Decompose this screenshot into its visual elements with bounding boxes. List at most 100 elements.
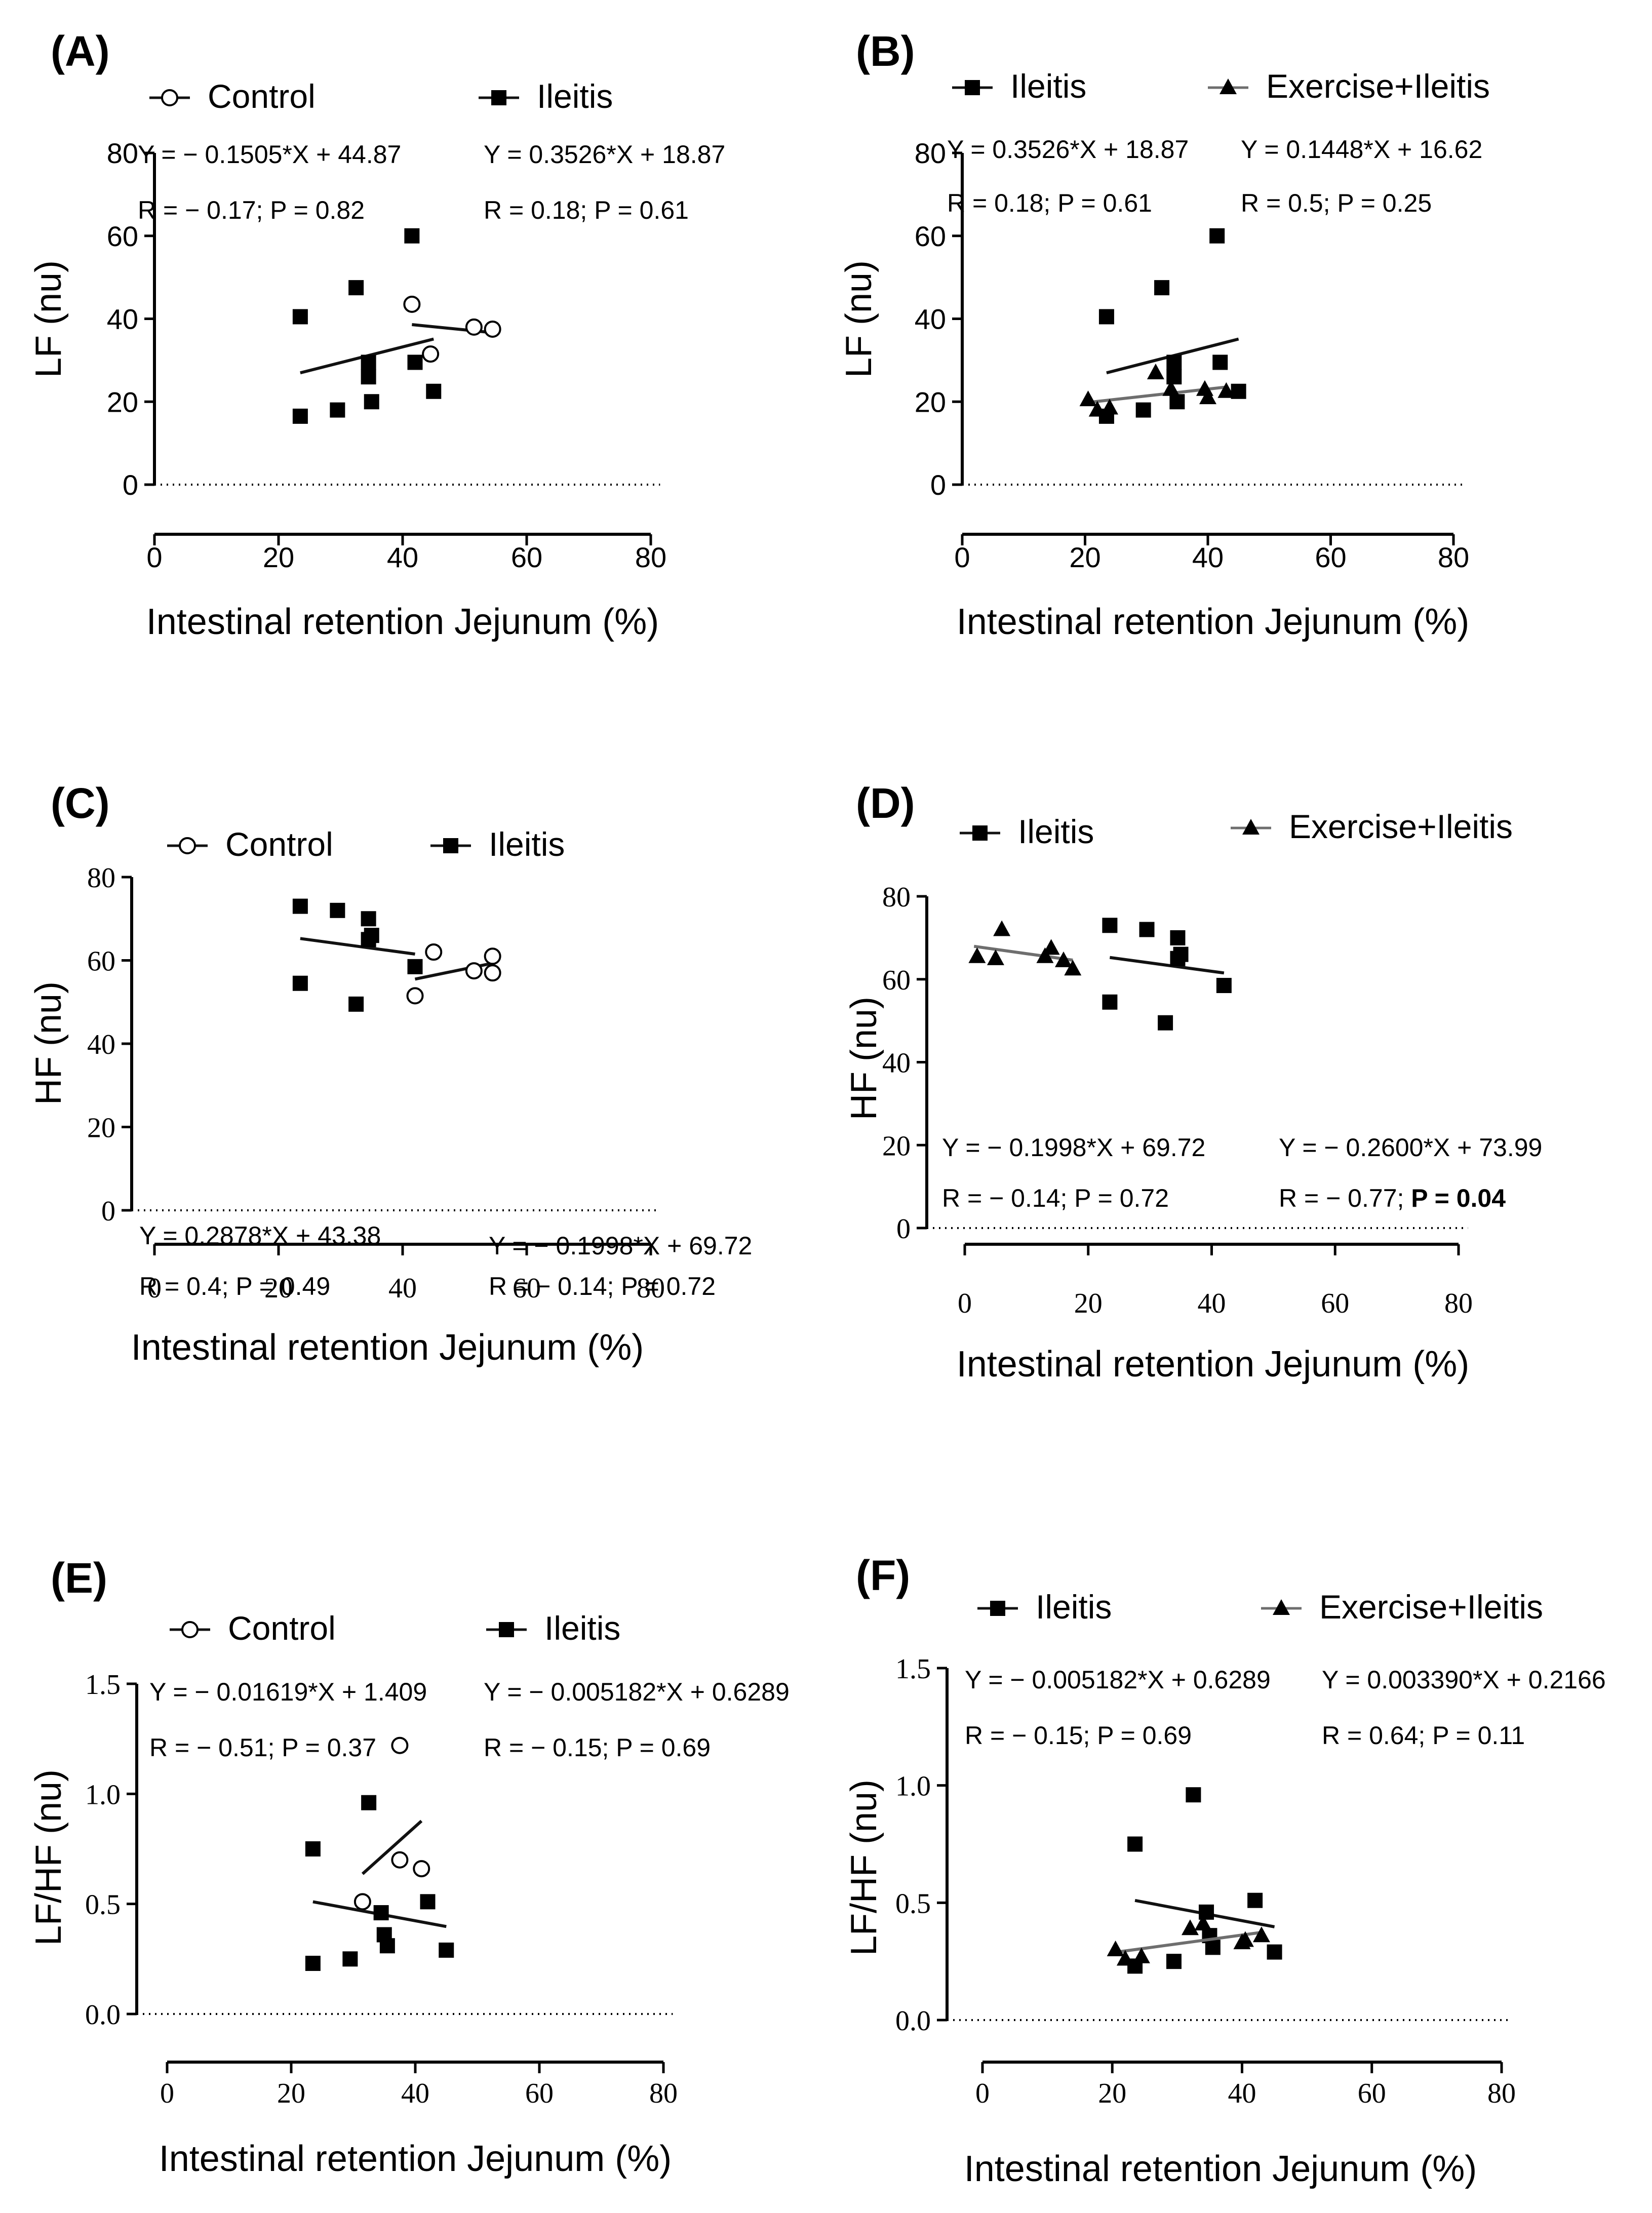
legend-label: Control [225,825,333,863]
legend-marker-square [972,825,988,841]
stats-significant-p: P = 0.04 [1411,1184,1506,1212]
x-axis-title: Intestinal retention Jejunum (%) [964,2149,1477,2189]
legend-entry: Ileitis [486,1609,620,1647]
data-point-open-circle [465,962,483,980]
regression-stats: R = 0.64; P = 0.11 [1322,1721,1525,1750]
legend-label: Ileitis [1036,1588,1112,1626]
regression-stats: R = − 0.14; P = 0.72 [489,1272,716,1300]
x-tick-label: 0 [958,1288,972,1319]
data-point-open-circle [391,1851,409,1869]
fit-line [973,944,1073,962]
x-tick-label: 60 [525,2078,554,2109]
data-point-square [348,996,364,1012]
data-point-square [361,354,376,370]
y-tick-label: 20 [882,1130,911,1162]
fit-line [361,1820,423,1875]
regression-equation: Y = 0.2878*X + 43.38 [139,1221,381,1250]
y-tick-label: 0 [896,1213,911,1245]
y-tick-label: 20 [87,1113,115,1144]
legend-marker-triangle [1220,78,1237,94]
data-point-square [1166,369,1182,385]
data-point-square [1205,1940,1221,1955]
panel-f: (F) 0.0 0.5 1.0 1.5 0 20 40 60 80 Intestinal reten… [844,1552,1606,2189]
legend-entry: Exercise+Ileitis [1261,1588,1543,1626]
data-point-square [361,911,376,927]
series-control: Y = 0.2878*X + 43.38 R = 0.4; P = 0.49 [139,943,501,1300]
data-point-square [292,975,308,991]
data-point-triangle [1194,1915,1212,1931]
series-control: Y = − 0.1505*X + 44.87 R = − 0.17; P = 0.… [138,140,501,363]
stats-text: R = − 0.14; P = 0.72 [489,1272,716,1300]
x-tick-label: 20 [1098,2078,1126,2109]
x-tick-label: 20 [263,541,294,573]
legend-entry: Exercise+Ileitis [1208,67,1490,105]
data-point-square [1135,402,1151,418]
legend-label: Ileitis [544,1609,620,1647]
legend-entry: Ileitis [952,67,1086,105]
regression-stats: R = − 0.15; P = 0.69 [484,1733,711,1762]
x-tick-label: 0 [146,541,162,573]
fit-line [1110,956,1225,975]
series-ileitis: Y = 0.3526*X + 18.87 R = 0.18; P = 0.61 [292,140,725,424]
y-tick-label: 60 [87,946,115,977]
regression-stats: R = − 0.51; P = 0.37 [149,1733,376,1762]
data-point-triangle [1088,401,1106,417]
x-tick-label: 60 [1358,2078,1386,2109]
data-point-square [1170,930,1186,945]
legend-marker-square [990,1601,1005,1616]
x-axis-title: Intestinal retention Jejunum (%) [957,602,1470,642]
regression-stats: R = 0.5; P = 0.25 [1241,189,1432,217]
data-point-triangle [1162,380,1180,396]
series-ileitis: Y = 0.3526*X + 18.87 R = 0.18; P = 0.61 [947,135,1246,424]
series-ileitis: Y = − 0.005182*X + 0.6289 R = − 0.15; P =… [965,1666,1282,1974]
fit-line [1115,1930,1262,1954]
data-point-square [292,408,308,424]
data-point-square [1098,309,1114,325]
panel-d: (D) 0 20 40 60 80 0 20 40 60 80 Intestinal retentio… [844,779,1542,1385]
regression-equation: Y = − 0.1505*X + 44.87 [138,140,401,169]
data-point-open-circle [353,1893,371,1911]
legend-entry: Control [170,1609,336,1647]
data-point-square [404,228,420,244]
data-point-square [1216,978,1232,994]
panel-label: (B) [856,27,915,75]
data-point-triangle [968,947,986,963]
y-tick-label: 80 [87,862,115,894]
legend-label: Ileitis [537,77,613,115]
y-tick-label: 40 [107,303,138,335]
regression-equation: Y = − 0.005182*X + 0.6289 [965,1666,1271,1694]
x-tick-label: 60 [513,1273,541,1304]
y-tick-label: 0.5 [85,1889,121,1921]
x-tick-label: 60 [1315,541,1346,573]
series-ileitis: Y = − 0.1998*X + 69.72 R = − 0.14; P = 0.… [942,918,1232,1212]
regression-equation: Y = − 0.2600*X + 73.99 [1279,1133,1542,1162]
y-tick-label: 20 [915,386,946,418]
panel-c: (C) 0 20 40 60 80 0 20 40 60 80 Intestinal retentio… [28,779,752,1368]
data-point-square [1199,1904,1214,1920]
data-point-square [1169,394,1185,410]
x-tick-label: 80 [637,1273,665,1304]
data-point-square [1127,1836,1143,1852]
data-point-triangle [987,949,1004,965]
y-tick-label: 60 [882,965,911,996]
regression-equation: Y = 0.003390*X + 0.2166 [1322,1666,1606,1694]
data-point-square [1166,1954,1182,1969]
data-point-open-circle [406,987,424,1005]
series-ileitis: Y = − 0.005182*X + 0.6289 R = − 0.15; P =… [305,1678,790,1971]
fit-line [300,937,415,956]
data-point-square [364,394,379,410]
regression-equation: Y = − 0.005182*X + 0.6289 [484,1678,790,1706]
data-point-triangle [1064,960,1082,976]
data-point-open-circle [422,345,440,363]
data-point-triangle [1042,939,1060,955]
data-point-square [292,898,308,914]
regression-stats: R = − 0.15; P = 0.69 [965,1721,1192,1750]
x-tick-label: 60 [1321,1288,1349,1319]
data-point-square [426,383,442,399]
data-point-square [1102,918,1118,933]
x-tick-label: 40 [1228,2078,1256,2109]
data-point-open-circle [413,1860,430,1878]
stats-text: R = − 0.17; P = 0.82 [138,196,365,224]
data-point-square [373,1905,389,1921]
